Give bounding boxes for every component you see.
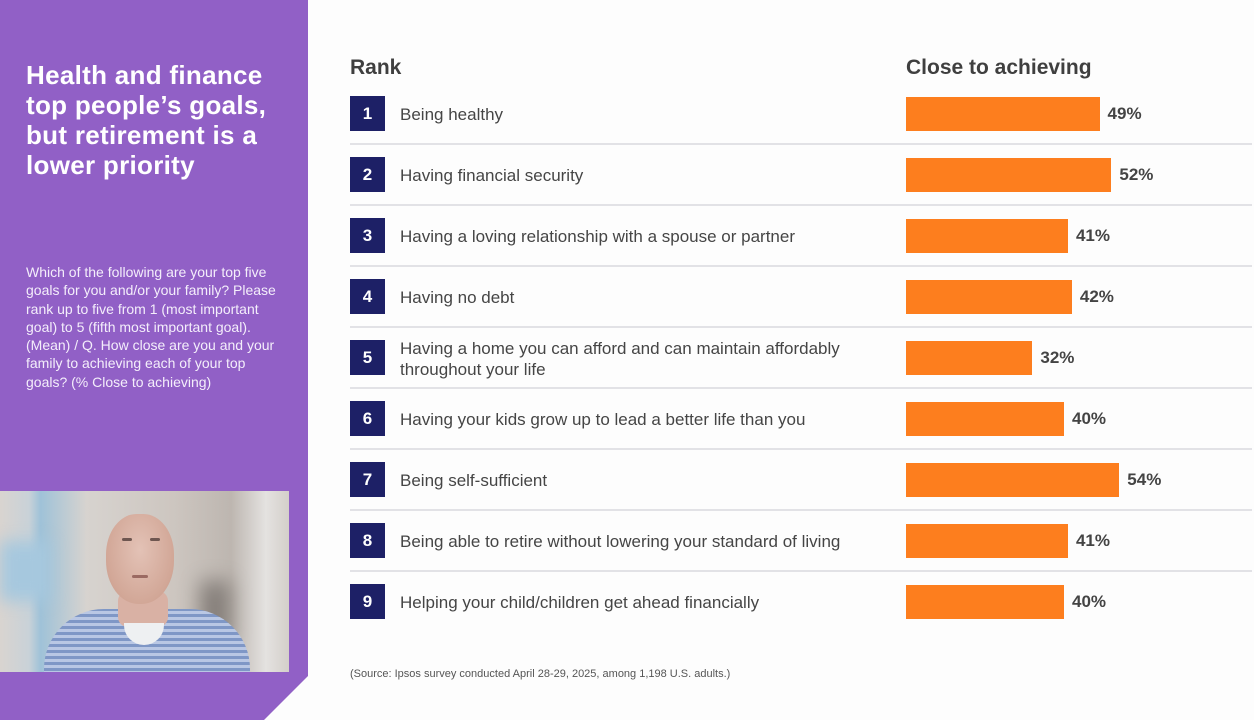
- bar-value-label: 32%: [1040, 348, 1075, 367]
- bar-value-label: 49%: [1107, 104, 1142, 123]
- goal-label: Having financial security: [400, 166, 584, 185]
- bar-value-label: 42%: [1079, 287, 1114, 306]
- bar: [906, 524, 1068, 558]
- goal-label: Being self-sufficient: [400, 471, 548, 490]
- close-to-achieving-header: Close to achieving: [906, 56, 1092, 79]
- rank-badge: 2: [350, 157, 385, 192]
- bar-value-label: 41%: [1075, 531, 1110, 550]
- goal-label: Being healthy: [400, 105, 504, 124]
- rank-badge: 3: [350, 218, 385, 253]
- rank-badge: 5: [350, 340, 385, 375]
- goal-row: 2 Having financial security 52%: [350, 145, 1252, 206]
- bar-value-label: 40%: [1072, 409, 1107, 428]
- bar: [906, 219, 1068, 253]
- bar-value-label: 52%: [1119, 165, 1154, 184]
- rank-badge: 4: [350, 279, 385, 314]
- presenter-head: [106, 514, 174, 604]
- goal-row: 1 Being healthy 49%: [350, 84, 1252, 145]
- rank-header: Rank: [350, 56, 402, 79]
- row-divider: [350, 570, 1252, 572]
- presenter-undershirt: [124, 623, 164, 645]
- bar: [906, 463, 1120, 497]
- presenter-mouth: [132, 575, 148, 578]
- goal-label: Having no debt: [400, 288, 515, 307]
- row-divider: [350, 143, 1252, 145]
- presenter-eye: [150, 538, 160, 541]
- bar: [906, 585, 1064, 619]
- bar: [906, 280, 1072, 314]
- bar: [906, 341, 1033, 375]
- bar-value-label: 40%: [1072, 592, 1107, 611]
- slide-title: Health and finance top people’s goals, b…: [26, 60, 267, 180]
- rank-badge: 6: [350, 401, 385, 436]
- bar: [906, 402, 1064, 436]
- row-divider: [350, 326, 1252, 328]
- rank-badge: 8: [350, 523, 385, 558]
- bar-value-label: 41%: [1075, 226, 1110, 245]
- rank-badge: 9: [350, 584, 385, 619]
- presenter-video: [0, 491, 289, 672]
- source-note: (Source: Ipsos survey conducted April 28…: [350, 668, 731, 680]
- bar-value-label: 54%: [1127, 470, 1162, 489]
- goal-row: 7 Being self-sufficient 54%: [350, 450, 1252, 511]
- goal-row: 3 Having a loving relationship with a spo…: [350, 206, 1252, 267]
- bar: [906, 97, 1100, 131]
- bar: [906, 158, 1112, 192]
- goal-row: 9 Helping your child/children get ahead f…: [350, 572, 1252, 633]
- goal-row: 5 Having a home you can afford and can ma…: [350, 328, 1252, 389]
- goal-label: Having a home you can afford and can mai…: [400, 338, 840, 379]
- goal-row: 8 Being able to retire without lowering y…: [350, 511, 1252, 572]
- goal-row: 6 Having your kids grow up to lead a bett…: [350, 389, 1252, 450]
- goal-label: Being able to retire without lowering yo…: [400, 532, 841, 551]
- goal-label: Having a loving relationship with a spou…: [400, 227, 796, 246]
- row-divider: [350, 448, 1252, 450]
- presenter-eye: [122, 538, 132, 541]
- video-background: [0, 541, 50, 601]
- survey-question: Which of the following are your top five…: [26, 264, 276, 390]
- goal-label: Having your kids grow up to lead a bette…: [400, 410, 806, 429]
- row-divider: [350, 265, 1252, 267]
- goal-row: 4 Having no debt 42%: [350, 267, 1252, 328]
- goal-label: Helping your child/children get ahead fi…: [400, 593, 760, 612]
- rank-badge: 1: [350, 96, 385, 131]
- row-divider: [350, 387, 1252, 389]
- rank-badge: 7: [350, 462, 385, 497]
- row-divider: [350, 509, 1252, 511]
- row-divider: [350, 204, 1252, 206]
